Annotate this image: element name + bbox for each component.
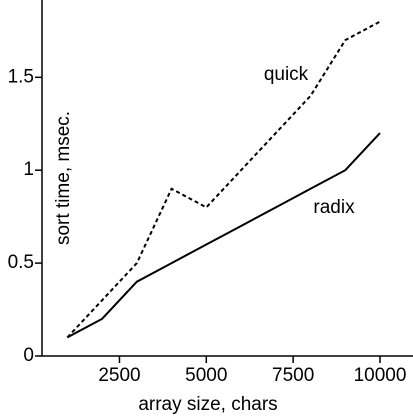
- y-tick-label: 1.5: [8, 66, 34, 87]
- x-tick-label: 2500: [98, 365, 140, 386]
- x-tick-label: 5000: [185, 365, 227, 386]
- series-line: [66, 132, 381, 339]
- y-axis-label: sort time, msec.: [53, 111, 74, 245]
- series-label: quick: [264, 64, 309, 85]
- series-line: [66, 20, 381, 339]
- y-tick-label: 0.5: [8, 252, 34, 273]
- x-tick-label: 10000: [354, 365, 407, 386]
- x-tick-label: 7500: [272, 365, 314, 386]
- y-tick-label: 0: [23, 345, 34, 366]
- y-tick-label: 1: [23, 159, 34, 180]
- series-label: radix: [313, 197, 355, 218]
- x-axis-label: array size, chars: [138, 394, 277, 415]
